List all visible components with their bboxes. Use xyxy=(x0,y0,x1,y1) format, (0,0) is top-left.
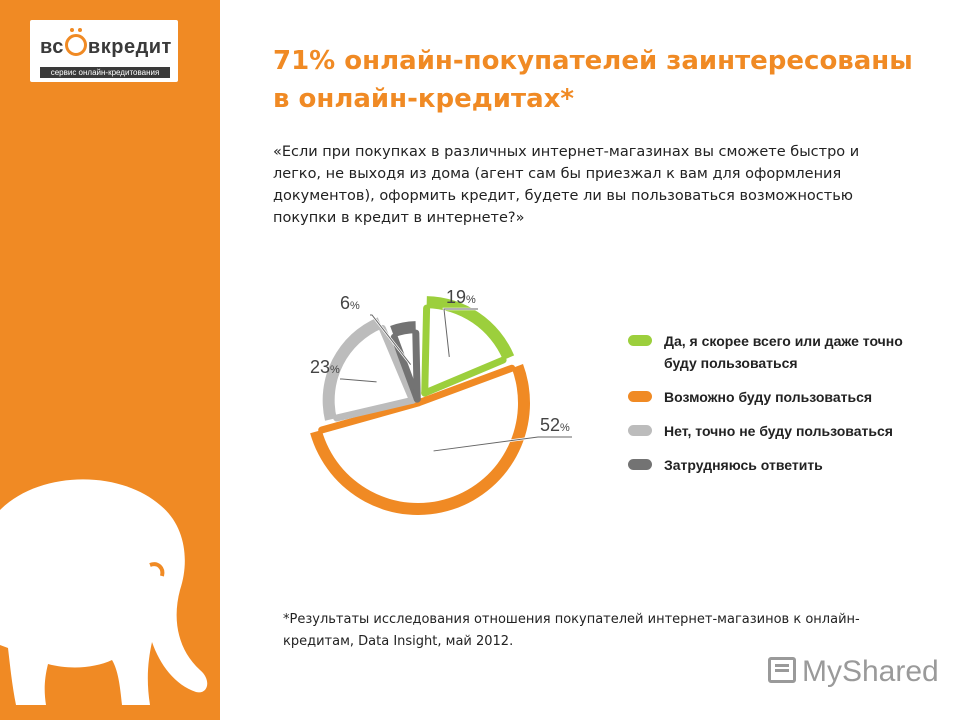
logo: вс вкредит сервис онлайн-кредитования xyxy=(30,20,178,82)
leader-line xyxy=(443,308,478,358)
logo-text: вс вкредит xyxy=(40,28,172,58)
presentation-icon xyxy=(768,657,796,683)
pie-slice-edge-start xyxy=(421,304,431,397)
pie-slice-edge-start xyxy=(333,396,417,422)
sidebar-panel: вс вкредит сервис онлайн-кредитования xyxy=(0,0,220,720)
legend-item-да-я-скорее-всего-или-даже-точно-буду-пользоваться: Да, я скорее всего или даже точно буду п… xyxy=(628,330,928,374)
pie-slice-нет-точно-не-буду-пользоваться xyxy=(322,317,383,421)
legend-item-возможно-буду-пользоваться: Возможно буду пользоваться xyxy=(628,386,928,408)
pie-slice-edge-end xyxy=(421,356,507,397)
data-label: 19% xyxy=(446,287,476,307)
leader-line xyxy=(433,436,572,452)
watermark: MyShared xyxy=(768,655,939,689)
legend-label: Затрудняюсь ответить xyxy=(664,457,823,473)
elephant-icon xyxy=(0,479,208,705)
legend-swatch xyxy=(628,391,652,402)
footnote: *Результаты исследования отношения покуп… xyxy=(283,612,860,649)
legend-label: Возможно буду пользоваться xyxy=(664,389,873,405)
pie-slice-edge-end xyxy=(378,324,417,404)
pie-chart: 19% 52% 23% 6% xyxy=(310,287,572,515)
leader-line xyxy=(370,314,412,365)
pie-slice-edge-end xyxy=(412,329,421,403)
legend-swatch xyxy=(628,425,652,436)
leader-line xyxy=(340,378,377,383)
legend-swatch xyxy=(628,335,652,346)
data-label: 6% xyxy=(340,293,360,313)
logo-tagline: сервис онлайн-кредитования xyxy=(40,67,170,78)
leader-line-halo xyxy=(433,435,572,453)
legend-item-затрудняюсь-ответить: Затрудняюсь ответить xyxy=(628,454,928,476)
chart-legend: Да, я скорее всего или даже точно буду п… xyxy=(628,330,928,488)
legend-label: Да, я скорее всего или даже точно буду п… xyxy=(664,333,903,371)
legend-label: Нет, точно не буду пользоваться xyxy=(664,423,893,439)
survey-question: «Если при покупках в различных интернет-… xyxy=(273,144,860,226)
legend-item-нет-точно-не-буду-пользоваться: Нет, точно не буду пользоваться xyxy=(628,420,928,442)
data-label: 52% xyxy=(540,415,570,435)
pie-slice-edge-start xyxy=(414,364,516,407)
pie-slice-затрудняюсь-ответить xyxy=(390,321,416,338)
logo-o-icon xyxy=(64,28,87,56)
data-label: 23% xyxy=(310,357,340,377)
pie-slice-edge-end xyxy=(318,399,422,434)
legend-swatch xyxy=(628,459,652,470)
page-title: 71% онлайн-покупателей заинтересованы в … xyxy=(273,46,913,114)
watermark-text: MyShared xyxy=(802,655,939,688)
